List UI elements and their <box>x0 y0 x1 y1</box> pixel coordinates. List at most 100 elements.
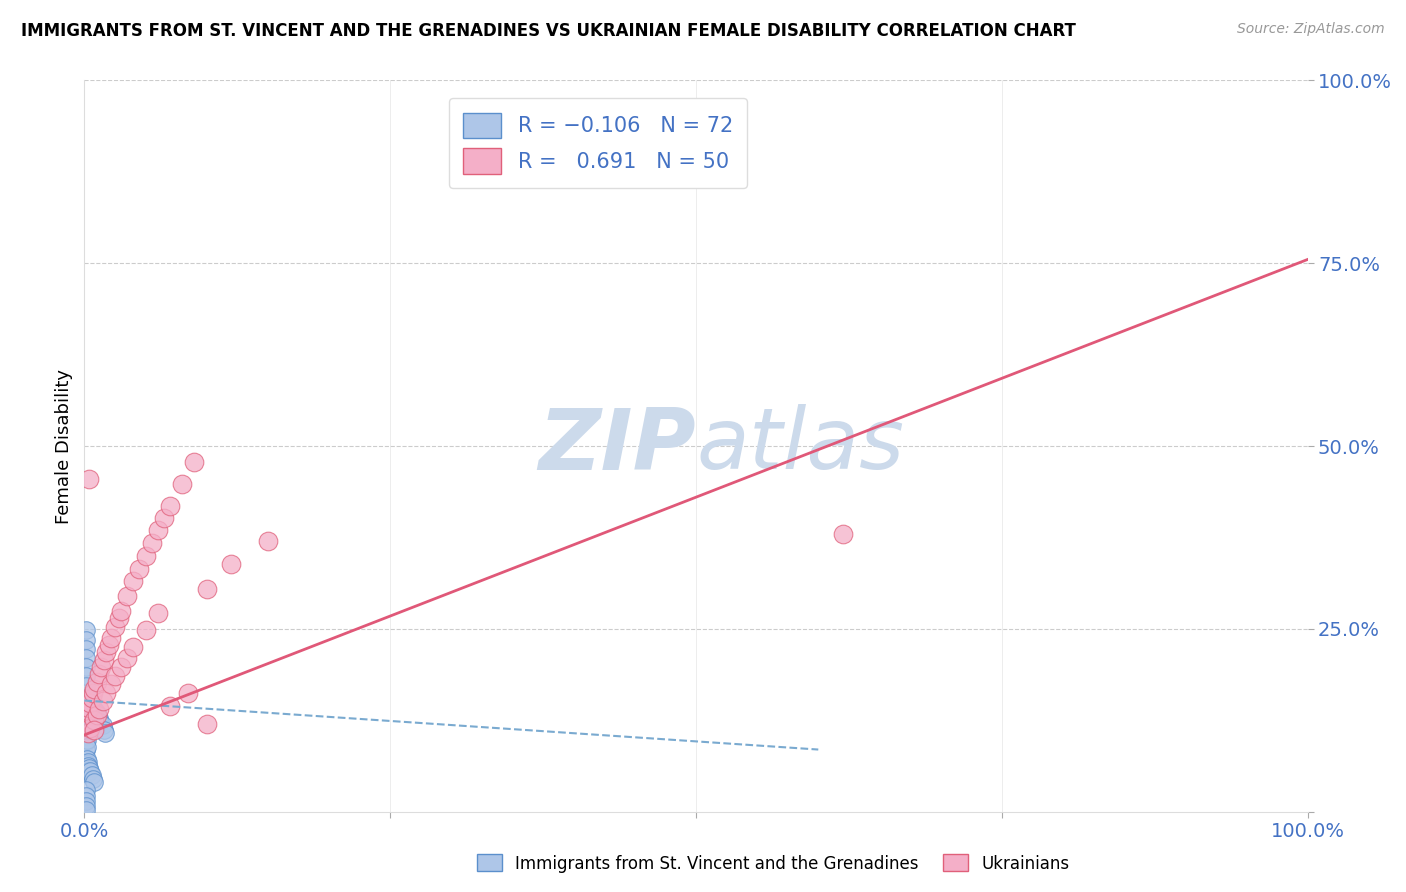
Point <box>77 691 100 706</box>
Point <box>195 717 218 731</box>
Point <box>77 717 100 731</box>
Point <box>83 702 105 716</box>
Point <box>93 723 115 737</box>
Point <box>75 624 97 638</box>
Point <box>77 721 100 735</box>
Legend: R = −0.106   N = 72, R =   0.691   N = 50: R = −0.106 N = 72, R = 0.691 N = 50 <box>449 98 748 188</box>
Point <box>115 651 138 665</box>
Point <box>80 691 103 706</box>
Point <box>75 632 97 647</box>
Point <box>100 631 122 645</box>
Point <box>87 667 110 681</box>
Point <box>75 718 97 732</box>
Point <box>75 724 97 739</box>
Point <box>94 725 117 739</box>
Point <box>86 706 108 720</box>
Point <box>77 764 100 779</box>
Point <box>257 534 280 549</box>
Point <box>77 698 100 713</box>
Point <box>104 669 127 683</box>
Point <box>219 558 242 572</box>
Point <box>77 701 100 715</box>
Point <box>100 676 122 690</box>
Point <box>84 704 107 718</box>
Point <box>77 755 100 769</box>
Point <box>75 803 97 817</box>
Point <box>76 766 98 780</box>
Point <box>75 642 97 657</box>
Point <box>76 725 98 739</box>
Point <box>79 697 101 711</box>
Point <box>146 606 169 620</box>
Point <box>76 740 98 755</box>
Point <box>110 603 132 617</box>
Point <box>172 477 194 491</box>
Point <box>75 794 97 808</box>
Point <box>76 711 98 725</box>
Point <box>75 697 97 711</box>
Point <box>76 706 98 720</box>
Point <box>83 714 105 728</box>
Point <box>93 652 115 666</box>
Point <box>122 640 145 655</box>
Point <box>104 620 127 634</box>
Point <box>177 686 200 700</box>
Point <box>80 706 103 720</box>
Point <box>77 695 100 709</box>
Point <box>146 523 169 537</box>
Point <box>83 775 105 789</box>
Point <box>79 697 101 711</box>
Point <box>75 669 97 683</box>
Point <box>96 686 118 700</box>
Point <box>76 733 98 747</box>
Point <box>135 549 157 563</box>
Point <box>76 757 98 772</box>
Point <box>110 660 132 674</box>
Point <box>75 789 97 803</box>
Point <box>87 708 110 723</box>
Point <box>76 718 98 732</box>
Point <box>83 723 105 737</box>
Text: Source: ZipAtlas.com: Source: ZipAtlas.com <box>1237 22 1385 37</box>
Point <box>90 660 112 674</box>
Point <box>76 691 98 706</box>
Point <box>89 715 111 730</box>
Point <box>76 697 98 711</box>
Text: IMMIGRANTS FROM ST. VINCENT AND THE GRENADINES VS UKRAINIAN FEMALE DISABILITY CO: IMMIGRANTS FROM ST. VINCENT AND THE GREN… <box>21 22 1076 40</box>
Point <box>75 691 97 706</box>
Point <box>77 702 100 716</box>
Point <box>122 574 145 589</box>
Point <box>87 702 110 716</box>
Point <box>75 742 97 756</box>
Point <box>91 693 114 707</box>
Point <box>159 698 181 713</box>
Point <box>82 708 104 723</box>
Point <box>75 702 97 716</box>
Point <box>79 704 101 718</box>
Point <box>87 711 110 725</box>
Point <box>77 704 100 718</box>
Point <box>96 645 118 659</box>
Point <box>75 782 97 797</box>
Point <box>75 735 97 749</box>
Point <box>77 714 100 728</box>
Point <box>128 562 150 576</box>
Point <box>80 768 103 782</box>
Point <box>159 499 181 513</box>
Point <box>83 709 105 723</box>
Point <box>82 701 104 715</box>
Point <box>75 707 97 722</box>
Point <box>97 638 120 652</box>
Point <box>77 472 100 486</box>
Point <box>77 759 100 773</box>
Point <box>84 711 107 725</box>
Point <box>86 674 108 689</box>
Point <box>76 704 98 718</box>
Point <box>75 679 97 693</box>
Point <box>91 718 114 732</box>
Text: atlas: atlas <box>696 404 904 488</box>
Point <box>79 711 101 725</box>
Point <box>79 721 101 735</box>
Point <box>75 798 97 813</box>
Point <box>77 706 100 720</box>
